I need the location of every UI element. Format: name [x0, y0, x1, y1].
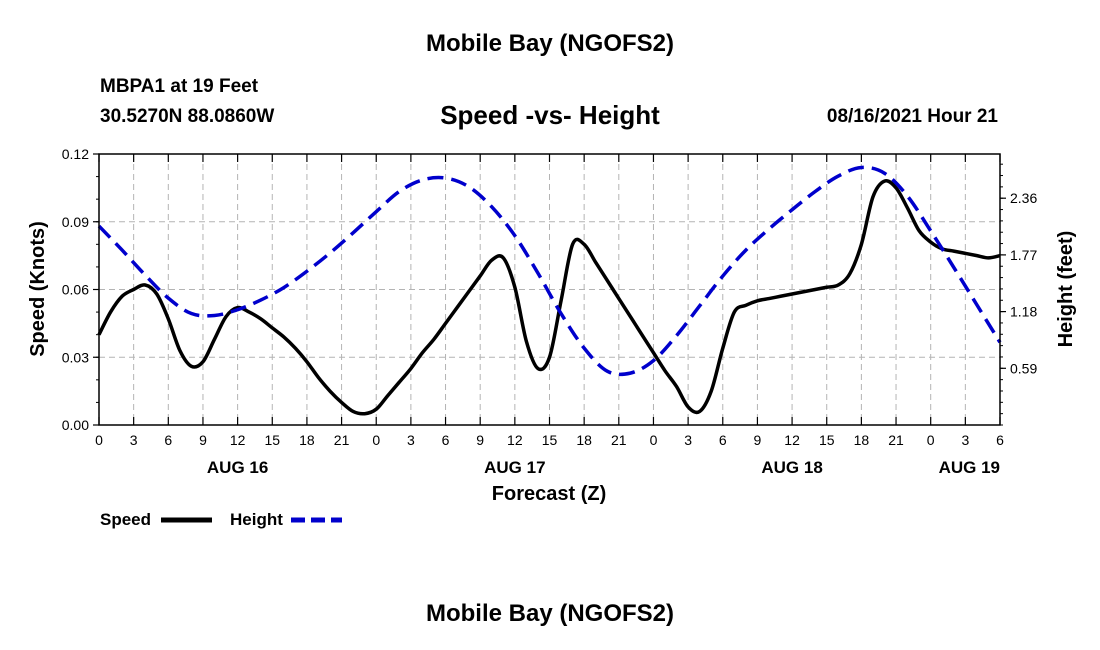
series-line-speed	[97, 179, 1001, 416]
x-tick-label: 15	[819, 432, 835, 448]
x-tick-label: 12	[230, 432, 246, 448]
x-tick-label: 0	[372, 432, 380, 448]
x-tick-label: 0	[95, 432, 103, 448]
chart-header-title: Mobile Bay (NGOFS2)	[425, 30, 675, 57]
y-left-tick-label: 0.03	[62, 349, 89, 365]
y-right-tick-label: 2.36	[1010, 190, 1037, 206]
y-left-tick-label: 0.00	[62, 417, 89, 433]
y-left-tick-label: 0.09	[62, 214, 89, 230]
y-axis-left-title: Speed (Knots)	[27, 221, 49, 357]
x-tick-label: 21	[334, 432, 350, 448]
x-axis-title: Forecast (Z)	[492, 483, 606, 505]
x-tick-label: 6	[164, 432, 172, 448]
x-day-label: AUG 18	[761, 458, 822, 477]
x-tick-label: 15	[542, 432, 558, 448]
series-lines	[97, 165, 1002, 416]
x-day-label: AUG 17	[484, 458, 545, 477]
chart-subtitle: Speed -vs- Height	[440, 100, 660, 130]
x-tick-label: 6	[996, 432, 1004, 448]
x-tick-label: 18	[576, 432, 592, 448]
x-tick-label: 0	[927, 432, 935, 448]
y-right-tick-label: 0.59	[1010, 360, 1037, 376]
x-tick-label: 18	[854, 432, 870, 448]
legend: Speed Height	[100, 510, 342, 529]
axes: 0 3 6 9 12 15 18 21 0 3 6 9 12 15 18 21 0 3 6 9 12 15 18 21 0 3 6 A…	[62, 146, 1038, 477]
x-tick-label: 15	[264, 432, 280, 448]
x-tick-label: 18	[299, 432, 315, 448]
x-tick-label: 9	[754, 432, 762, 448]
y-right-tick-label: 1.77	[1010, 247, 1037, 263]
x-tick-label: 0	[650, 432, 658, 448]
legend-label-speed: Speed	[100, 510, 151, 529]
x-tick-label: 3	[961, 432, 969, 448]
y-left-tick-label: 0.12	[62, 146, 89, 162]
grid-lines	[99, 154, 1000, 425]
x-tick-label: 9	[476, 432, 484, 448]
x-tick-label: 9	[199, 432, 207, 448]
x-tick-label: 21	[888, 432, 904, 448]
x-tick-label: 3	[407, 432, 415, 448]
x-tick-label: 21	[611, 432, 627, 448]
x-tick-label: 3	[684, 432, 692, 448]
station-coordinates: 30.5270N 88.0860W	[100, 106, 275, 127]
series-line-height	[97, 165, 1002, 377]
chart-footer-title: Mobile Bay (NGOFS2)	[425, 600, 675, 627]
x-tick-label: 3	[130, 432, 138, 448]
y-left-tick-label: 0.06	[62, 282, 89, 298]
y-right-tick-label: 1.18	[1010, 304, 1037, 320]
x-tick-label: 12	[507, 432, 523, 448]
station-label: MBPA1 at 19 Feet	[100, 76, 259, 97]
x-tick-label: 6	[719, 432, 727, 448]
y-axis-right-title: Height (feet)	[1055, 231, 1077, 348]
forecast-date: 08/16/2021 Hour 21	[826, 106, 998, 127]
x-day-label: AUG 16	[207, 458, 268, 477]
x-tick-label: 12	[784, 432, 800, 448]
x-tick-label: 6	[442, 432, 450, 448]
legend-label-height: Height	[230, 510, 283, 529]
x-day-label: AUG 19	[939, 458, 1000, 477]
